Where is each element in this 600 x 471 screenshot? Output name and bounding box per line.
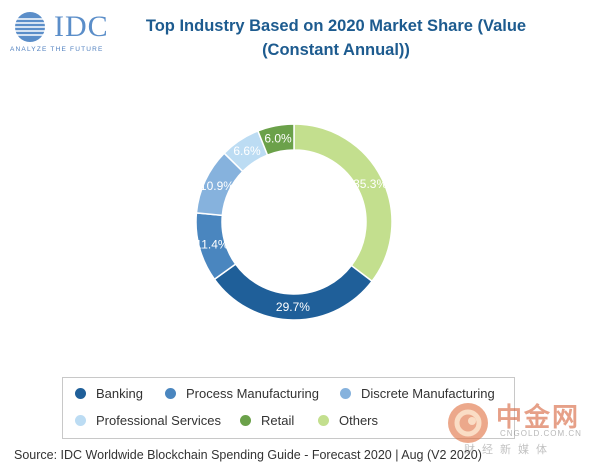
slice-others	[293, 123, 393, 283]
legend-item-others: Others	[318, 413, 378, 428]
chart-title-line-1: Top Industry Based on 2020 Market Share …	[145, 17, 527, 35]
watermark-subtitle: 财经新媒体	[464, 443, 554, 456]
source-note: Source: IDC Worldwide Blockchain Spendin…	[14, 448, 482, 462]
legend-item-retail: Retail	[240, 413, 294, 428]
slice-retail	[256, 123, 295, 157]
legend-item-discrete-manufacturing: Discrete Manufacturing	[340, 386, 495, 401]
legend-label-retail: Retail	[261, 413, 295, 428]
chart-title: Top Industry Based on 2020 Market Share …	[130, 14, 542, 62]
data-label-process-manufacturing: 11.4%	[195, 237, 228, 251]
watermark: 中金网 CNGOLD.COM.CN 财经新媒体	[440, 393, 598, 463]
data-label-retail: 6.0%	[264, 132, 292, 146]
legend-item-process-manufacturing: Process Manufacturing	[165, 386, 319, 401]
idc-logo: IDC ANALYZE THE FUTURE	[10, 8, 130, 56]
data-label-others: 35.3%	[353, 177, 387, 191]
legend-label-process-manufacturing: Process Manufacturing	[186, 386, 319, 401]
data-label-professional-services: 6.6%	[233, 144, 261, 158]
legend-item-professional-services: Professional Services	[75, 413, 221, 428]
legend-label-professional-services: Professional Services	[96, 413, 221, 428]
data-label-banking: 29.7%	[276, 300, 310, 314]
legend-swatch-professional-services	[75, 415, 86, 426]
legend-label-discrete-manufacturing: Discrete Manufacturing	[361, 386, 495, 401]
legend-swatch-banking	[75, 388, 86, 399]
watermark-url: CNGOLD.COM.CN	[500, 429, 582, 438]
legend-label-banking: Banking	[96, 386, 143, 401]
logo-wordmark: IDC	[54, 10, 109, 43]
legend-swatch-retail	[240, 415, 251, 426]
legend-label-others: Others	[339, 413, 379, 428]
chart-legend: Banking Process Manufacturing Discrete M…	[62, 377, 515, 439]
legend-swatch-process-manufacturing	[165, 388, 176, 399]
logo-tagline: ANALYZE THE FUTURE	[10, 46, 104, 53]
chart-title-line-2: (Constant Annual))	[262, 41, 410, 59]
watermark-logo-icon	[448, 403, 488, 443]
legend-swatch-discrete-manufacturing	[340, 388, 351, 399]
legend-item-banking: Banking	[75, 386, 143, 401]
data-label-discrete-manufacturing: 10.9%	[200, 179, 234, 193]
legend-swatch-others	[318, 415, 329, 426]
globe-icon	[14, 12, 46, 42]
watermark-brand: 中金网	[496, 403, 581, 433]
